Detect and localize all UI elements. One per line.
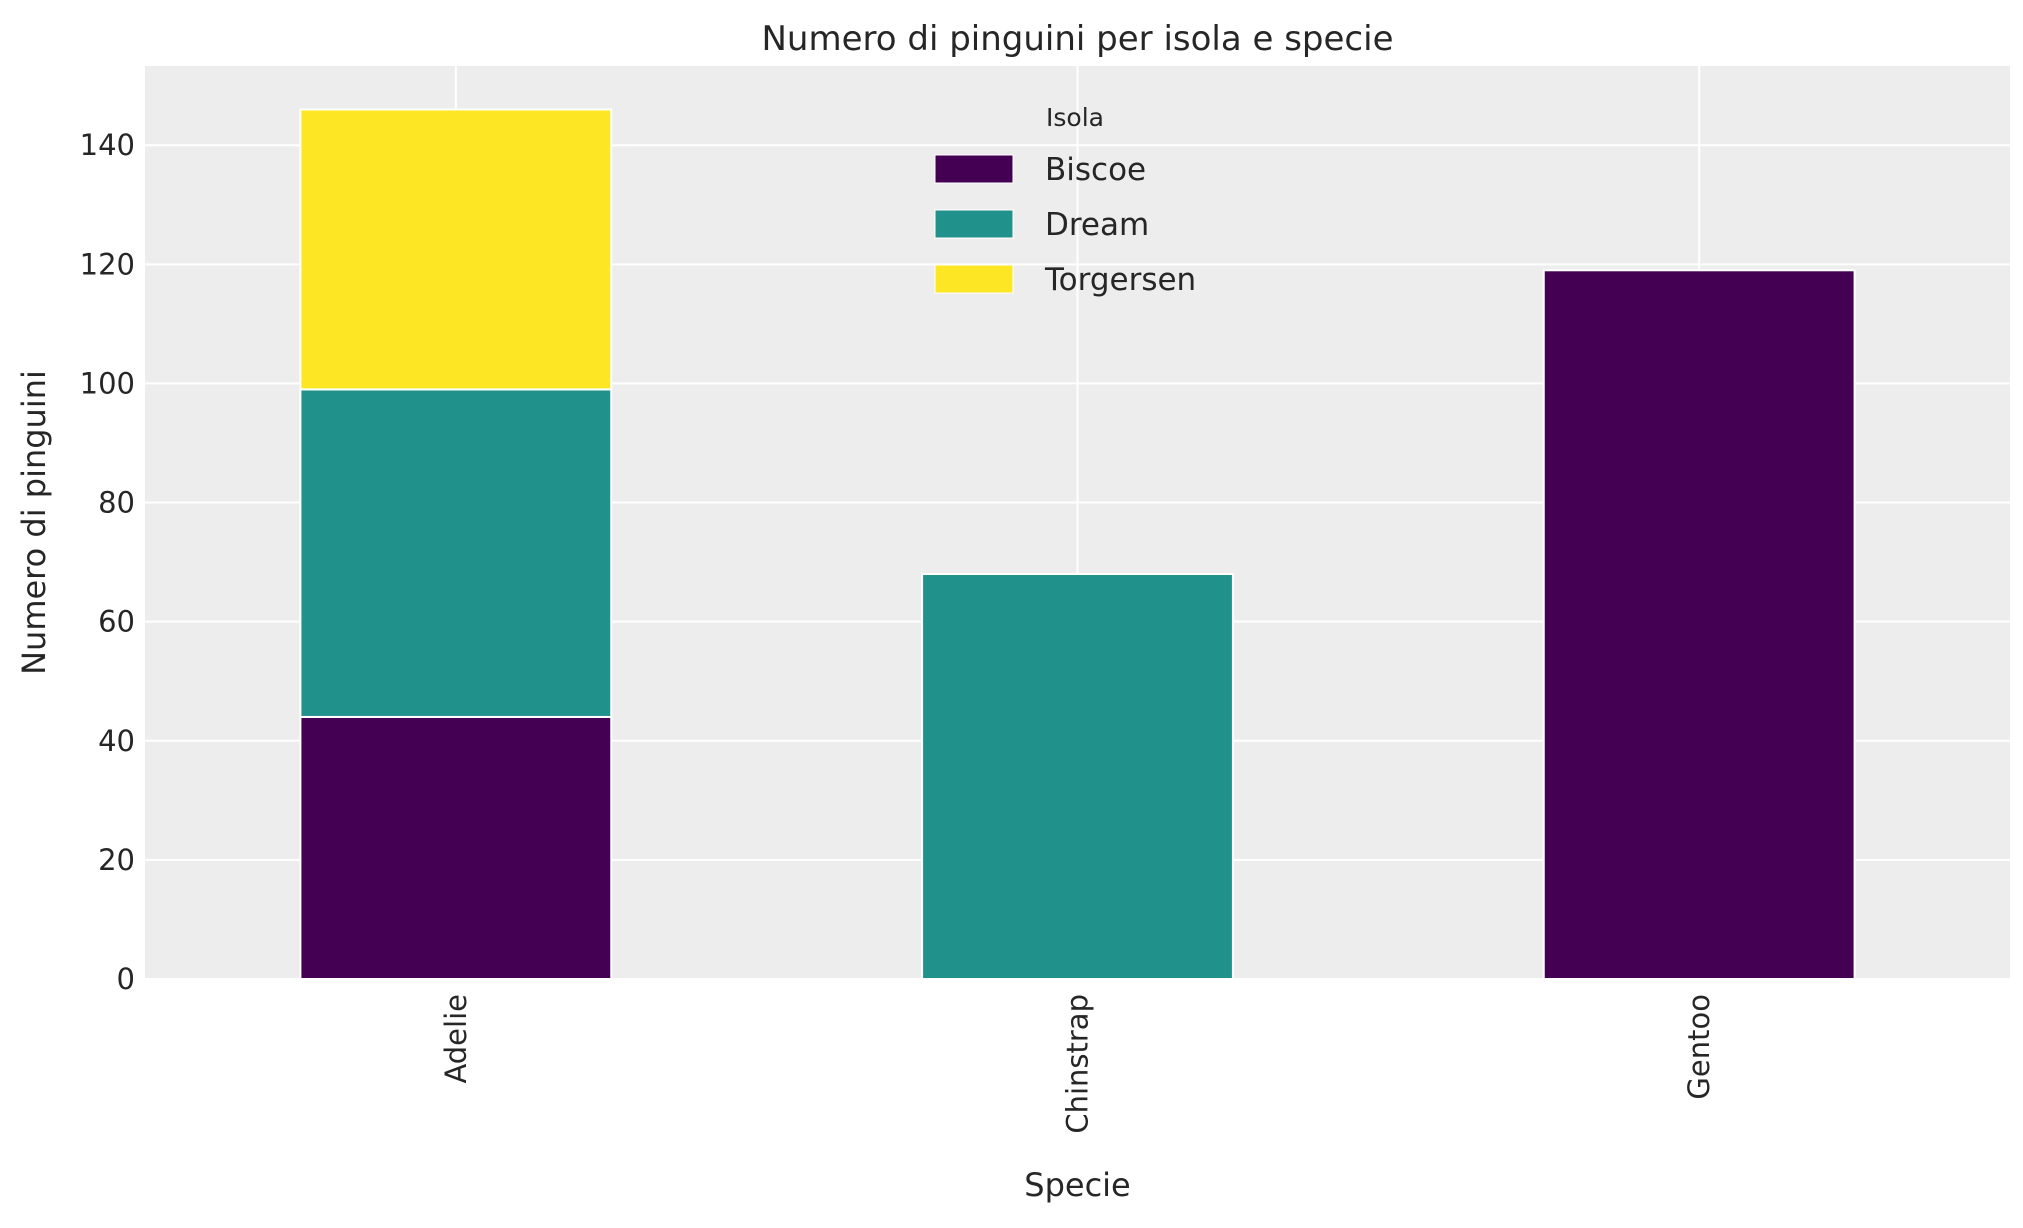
legend-swatch-biscoe	[934, 154, 1014, 184]
legend-swatch-torgersen	[934, 264, 1014, 294]
y-tick-label: 20	[98, 843, 135, 877]
bar-gentoo-biscoe	[1542, 269, 1856, 980]
y-tick-label: 120	[80, 247, 135, 281]
y-tick-label: 80	[98, 486, 135, 520]
x-tick-label: Chinstrap	[1061, 994, 1095, 1134]
bar-adelie-torgersen	[299, 108, 613, 391]
legend-label-torgersen: Torgersen	[1044, 262, 1196, 298]
bar-chinstrap-dream	[921, 573, 1234, 980]
legend-swatch-dream	[934, 209, 1014, 239]
y-tick-label: 100	[80, 366, 135, 400]
y-tick-label: 40	[98, 724, 135, 758]
chart-title: Numero di pinguini per isola e specie	[762, 19, 1394, 59]
x-axis-label: Specie	[1024, 1166, 1130, 1204]
legend-label-dream: Dream	[1045, 207, 1149, 243]
y-tick-label: 60	[98, 605, 135, 639]
y-axis-ticks: 0 20 40 60 80 100 120 140	[80, 128, 135, 996]
legend-title: Isola	[1046, 103, 1104, 132]
legend-label-biscoe: Biscoe	[1045, 152, 1146, 188]
bar-adelie-biscoe	[299, 715, 613, 980]
x-axis-ticks: Adelie Chinstrap Gentoo	[439, 994, 1716, 1134]
x-tick-label: Gentoo	[1682, 994, 1716, 1100]
bar-adelie-dream	[299, 388, 613, 718]
legend: Isola Biscoe Dream Torgersen	[934, 103, 1196, 298]
bars	[299, 108, 1856, 980]
y-tick-label: 140	[80, 128, 135, 162]
y-axis-label: Numero di pinguini	[15, 370, 53, 675]
x-tick-label: Adelie	[439, 994, 473, 1084]
y-tick-label: 0	[117, 962, 135, 996]
